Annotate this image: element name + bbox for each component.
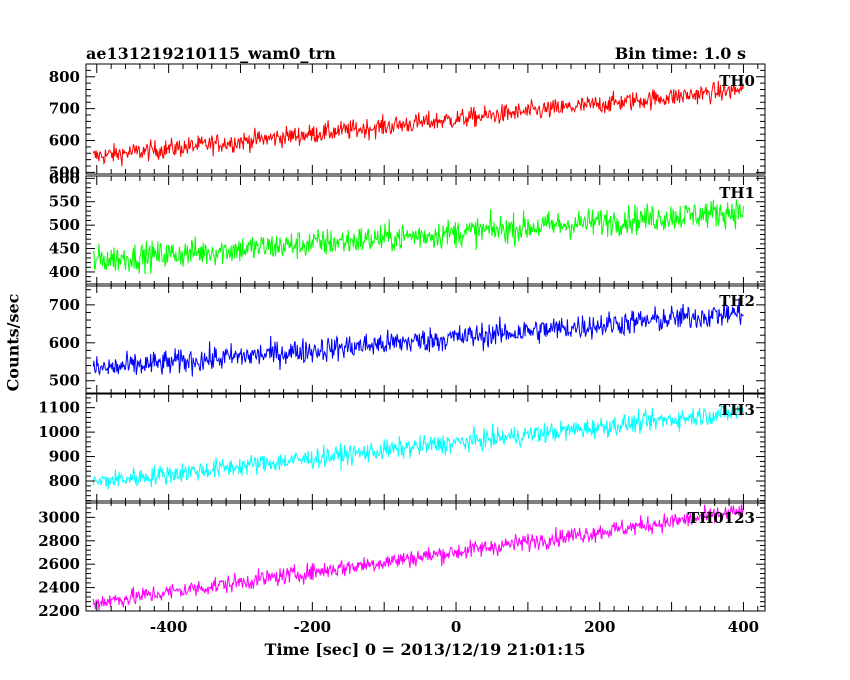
series-label-th2: TH2 bbox=[719, 292, 755, 310]
y-tick-label: 400 bbox=[49, 263, 80, 281]
series-th2-line bbox=[92, 297, 744, 377]
series-label-th3: TH3 bbox=[719, 401, 755, 419]
series-label-th0123: TH0123 bbox=[688, 509, 755, 527]
panel-frame bbox=[85, 500, 766, 612]
panel-th3: 800 900 1000 1100 TH3 bbox=[38, 392, 766, 504]
y-tick-label: 1100 bbox=[38, 399, 80, 417]
x-axis-label-row: Time [sec] 0 = 2013/12/19 21:01:15 bbox=[0, 640, 850, 659]
bin-time-label: Bin time: 1.0 s bbox=[614, 44, 746, 63]
y-tick-label: 2600 bbox=[38, 555, 80, 573]
y-tick-label: 1000 bbox=[38, 423, 80, 441]
y-tick-label: 600 bbox=[49, 334, 80, 352]
series-th0123-line bbox=[92, 503, 744, 611]
y-tick-label: 600 bbox=[49, 169, 80, 187]
y-tick-label: 800 bbox=[49, 472, 80, 490]
x-tick-label: 0 bbox=[451, 618, 461, 636]
series-th3-line bbox=[92, 405, 744, 490]
panel-th2: 500 600 700 TH2 bbox=[49, 283, 766, 395]
series-th1-line bbox=[92, 199, 744, 275]
x-tick-label: 400 bbox=[728, 618, 759, 636]
panel-th0: 500 600 700 800 TH0 bbox=[49, 63, 766, 181]
y-tick-label: 3000 bbox=[38, 508, 80, 526]
y-tick-label: 500 bbox=[49, 216, 80, 234]
y-tick-label: 2200 bbox=[38, 602, 80, 620]
y-tick-label: 800 bbox=[49, 68, 80, 86]
panel-th0123: 2200 2400 2600 2800 3000 TH0123 bbox=[38, 500, 766, 620]
chart-title: ae131219210115_wam0_trn bbox=[86, 44, 336, 63]
panel-frame bbox=[85, 392, 766, 504]
panel-frame bbox=[85, 63, 766, 175]
y-tick-label: 2800 bbox=[38, 532, 80, 550]
panel-th1: 400 450 500 550 600 TH1 bbox=[49, 169, 766, 287]
series-label-th0: TH0 bbox=[719, 72, 755, 90]
series-th0-line bbox=[92, 80, 744, 167]
y-tick-label: 900 bbox=[49, 448, 80, 466]
y-tick-label: 450 bbox=[49, 240, 80, 258]
y-tick-label: 500 bbox=[49, 372, 80, 390]
x-axis-label: Time [sec] 0 = 2013/12/19 21:01:15 bbox=[264, 640, 586, 659]
series-label-th1: TH1 bbox=[719, 184, 755, 202]
y-tick-label: 2400 bbox=[38, 579, 80, 597]
panel-frame bbox=[85, 175, 766, 287]
x-tick-label: 200 bbox=[584, 618, 615, 636]
y-tick-label: 500 bbox=[49, 163, 80, 181]
y-tick-label: 550 bbox=[49, 193, 80, 211]
y-tick-label: 700 bbox=[49, 296, 80, 314]
y-tick-label: 600 bbox=[49, 132, 80, 150]
x-tick-label: -200 bbox=[294, 618, 332, 636]
x-tick-label: -400 bbox=[150, 618, 188, 636]
y-tick-label: 700 bbox=[49, 100, 80, 118]
panel-frame bbox=[85, 283, 766, 395]
